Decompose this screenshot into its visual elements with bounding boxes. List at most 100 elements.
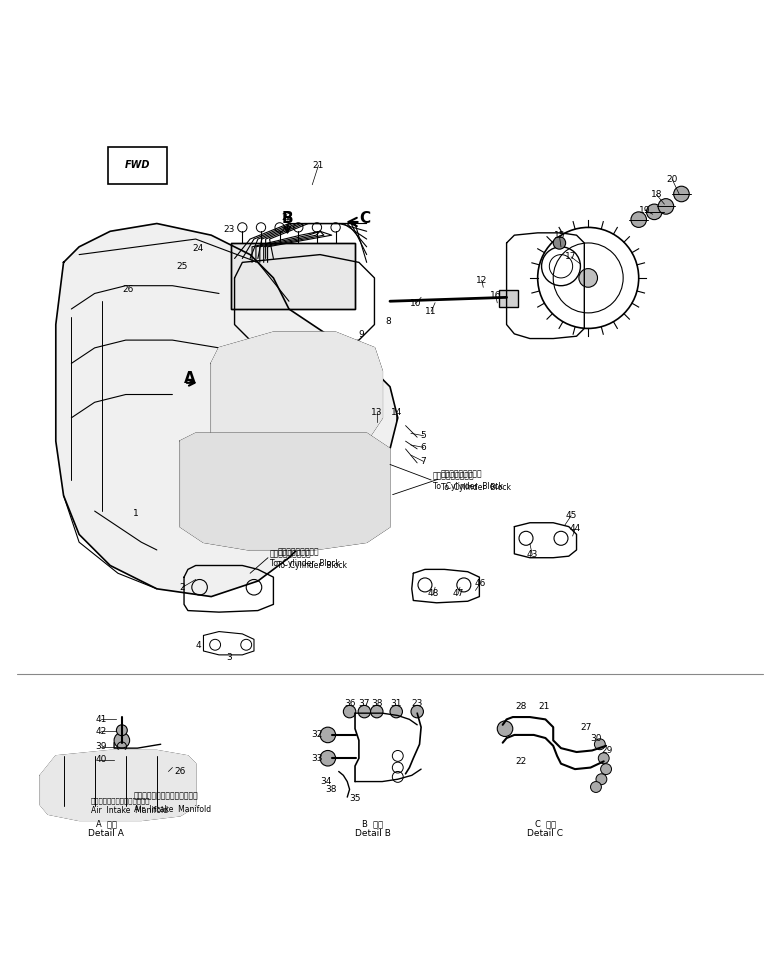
Text: 11: 11 [425,307,437,316]
Circle shape [370,706,383,718]
Text: 43: 43 [526,550,538,559]
Text: 45: 45 [566,512,576,520]
Text: シリンダブロックへ: シリンダブロックへ [433,471,474,481]
Text: To  Cylinder  Block: To Cylinder Block [433,482,503,491]
Text: エアーインテークマニホールド: エアーインテークマニホールド [90,797,151,804]
Text: シリンダブロックへ: シリンダブロックへ [441,469,482,478]
Circle shape [116,725,127,735]
Text: 41: 41 [95,715,107,724]
Circle shape [114,732,129,748]
Circle shape [631,212,647,228]
Text: To  Cylinder  Block: To Cylinder Block [270,560,339,568]
Polygon shape [41,751,196,821]
Circle shape [596,774,607,784]
Polygon shape [211,332,382,457]
Text: 21: 21 [538,703,550,711]
Text: 12: 12 [476,276,488,285]
Circle shape [277,385,295,404]
Text: 9: 9 [358,330,364,339]
Text: 7: 7 [420,457,427,466]
Text: 38: 38 [371,699,382,708]
Polygon shape [56,224,398,596]
Text: Detail C: Detail C [527,829,563,838]
Text: 2: 2 [179,583,186,591]
Text: 31: 31 [391,699,402,708]
Circle shape [358,706,370,718]
Text: 18: 18 [651,190,662,200]
Text: 23: 23 [412,699,423,708]
Circle shape [498,721,512,736]
Circle shape [115,752,128,764]
Circle shape [647,204,662,220]
Text: Detail A: Detail A [88,829,124,838]
Text: 42: 42 [95,727,107,735]
Text: 10: 10 [410,300,421,308]
Text: B: B [282,210,293,226]
Text: 21: 21 [313,160,324,170]
Text: C: C [360,210,370,226]
Circle shape [590,781,601,792]
Text: 44: 44 [569,524,580,534]
Text: 32: 32 [311,731,322,739]
Text: 16: 16 [490,291,502,300]
Text: 19: 19 [639,205,651,215]
Text: 8: 8 [385,317,392,326]
Text: 34: 34 [321,777,332,786]
Text: FWD: FWD [125,160,151,170]
Text: To  Cylinder  Block: To Cylinder Block [278,562,347,570]
Circle shape [658,199,674,214]
Text: シリンダブロックへ: シリンダブロックへ [278,547,319,556]
Text: 22: 22 [515,756,527,766]
Text: Detail B: Detail B [355,829,391,838]
Circle shape [251,385,270,404]
Text: 37: 37 [359,699,370,708]
Circle shape [579,269,597,287]
Bar [231,243,355,309]
Text: 40: 40 [95,756,107,764]
Text: 23: 23 [223,226,235,234]
Text: 4: 4 [195,641,200,650]
Circle shape [320,751,335,766]
Circle shape [390,706,402,718]
Text: 30: 30 [590,733,602,742]
Circle shape [328,385,346,404]
Circle shape [598,753,609,764]
Text: C  詳細: C 詳細 [535,819,556,828]
Polygon shape [180,433,390,550]
Circle shape [320,727,335,743]
Text: B  詳細: B 詳細 [363,819,384,828]
Text: エアーインテークマニホールド: エアーインテークマニホールド [133,791,198,801]
Text: To  Cylinder  Block: To Cylinder Block [441,484,511,492]
Text: 3: 3 [226,653,232,661]
Circle shape [225,385,244,404]
Text: 39: 39 [95,742,107,751]
Text: 26: 26 [175,767,186,776]
Text: 27: 27 [580,723,592,732]
Circle shape [353,385,372,404]
Text: 20: 20 [666,175,678,183]
Text: 29: 29 [601,746,613,755]
Circle shape [594,739,605,750]
Text: Air  Intake  Manifold: Air Intake Manifold [90,805,168,815]
Text: 17: 17 [566,252,577,261]
Circle shape [411,706,424,718]
Text: 33: 33 [311,754,322,763]
Text: 22: 22 [282,213,293,222]
Text: 26: 26 [122,285,133,294]
Text: 38: 38 [325,785,337,794]
Text: 48: 48 [428,589,439,598]
Text: 1: 1 [133,509,139,518]
Circle shape [553,237,566,250]
Text: 13: 13 [371,408,382,417]
Circle shape [674,186,690,202]
Text: A: A [183,372,195,387]
Text: 14: 14 [391,408,402,417]
Circle shape [302,385,321,404]
Text: 15: 15 [554,231,566,240]
Text: 28: 28 [515,703,527,711]
Text: シリンダブロックへ: シリンダブロックへ [270,549,311,559]
Text: 6: 6 [420,443,427,452]
FancyBboxPatch shape [108,147,167,184]
Text: 46: 46 [474,579,486,588]
Text: 47: 47 [452,589,464,598]
